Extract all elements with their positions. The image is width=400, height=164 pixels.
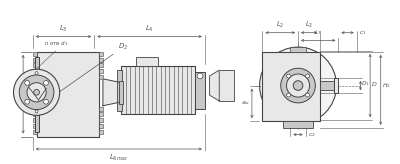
- Circle shape: [287, 93, 290, 97]
- Bar: [99, 107, 103, 111]
- Bar: [290, 47, 306, 52]
- Bar: [99, 130, 103, 134]
- Bar: [219, 70, 234, 101]
- Text: $D_1$: $D_1$: [362, 79, 370, 88]
- Polygon shape: [210, 70, 219, 101]
- Bar: [36, 52, 99, 136]
- Circle shape: [44, 81, 48, 85]
- Text: $d_{вых}$: $d_{вых}$: [283, 120, 296, 128]
- Bar: [33, 52, 36, 56]
- Circle shape: [25, 99, 30, 104]
- Bar: [320, 81, 334, 90]
- Text: $L_4$: $L_4$: [145, 23, 154, 34]
- Bar: [99, 75, 103, 79]
- Circle shape: [306, 93, 310, 97]
- Bar: [99, 118, 103, 122]
- Bar: [283, 121, 314, 128]
- Text: $D$: $D$: [371, 80, 378, 88]
- Bar: [117, 70, 122, 111]
- Bar: [33, 130, 36, 134]
- Bar: [262, 52, 320, 121]
- Bar: [99, 52, 103, 56]
- Bar: [195, 72, 205, 109]
- Text: $c_1$: $c_1$: [359, 29, 366, 37]
- Bar: [33, 63, 36, 67]
- Bar: [33, 107, 36, 111]
- Bar: [35, 57, 38, 132]
- Text: $L_{6max}$: $L_{6max}$: [109, 153, 129, 163]
- Bar: [136, 57, 158, 66]
- Bar: [99, 58, 103, 62]
- Bar: [33, 58, 36, 62]
- Text: $L_2$: $L_2$: [305, 20, 313, 30]
- Bar: [33, 124, 36, 128]
- Text: $D_2$: $D_2$: [55, 42, 128, 95]
- Bar: [33, 113, 36, 116]
- Text: $L_2$: $L_2$: [276, 20, 284, 30]
- Circle shape: [44, 99, 48, 104]
- Polygon shape: [103, 79, 121, 106]
- Circle shape: [35, 72, 38, 74]
- Bar: [33, 75, 36, 79]
- Circle shape: [286, 74, 310, 97]
- Bar: [99, 113, 103, 116]
- Text: $c_2$: $c_2$: [308, 131, 316, 139]
- Circle shape: [287, 74, 290, 78]
- Bar: [290, 121, 306, 126]
- Circle shape: [281, 68, 315, 103]
- Circle shape: [14, 69, 60, 115]
- Circle shape: [260, 47, 336, 124]
- Circle shape: [25, 81, 30, 85]
- Bar: [99, 124, 103, 128]
- Bar: [119, 81, 123, 104]
- Circle shape: [19, 75, 54, 110]
- Bar: [33, 118, 36, 122]
- Bar: [99, 69, 103, 73]
- Text: $H_2$: $H_2$: [382, 81, 391, 90]
- Text: $a_w$: $a_w$: [240, 99, 250, 107]
- Bar: [121, 66, 195, 114]
- Circle shape: [27, 83, 46, 102]
- Circle shape: [306, 74, 310, 78]
- Text: $d_{max}$: $d_{max}$: [12, 85, 21, 99]
- Bar: [33, 69, 36, 73]
- Bar: [334, 78, 338, 93]
- Circle shape: [35, 110, 38, 113]
- Bar: [99, 63, 103, 67]
- Text: n отв $d_3$: n отв $d_3$: [44, 39, 69, 48]
- Circle shape: [34, 89, 40, 95]
- Circle shape: [293, 81, 303, 90]
- Text: $L_3$: $L_3$: [59, 23, 68, 34]
- Circle shape: [197, 73, 203, 79]
- Text: $L_7$: $L_7$: [314, 29, 322, 38]
